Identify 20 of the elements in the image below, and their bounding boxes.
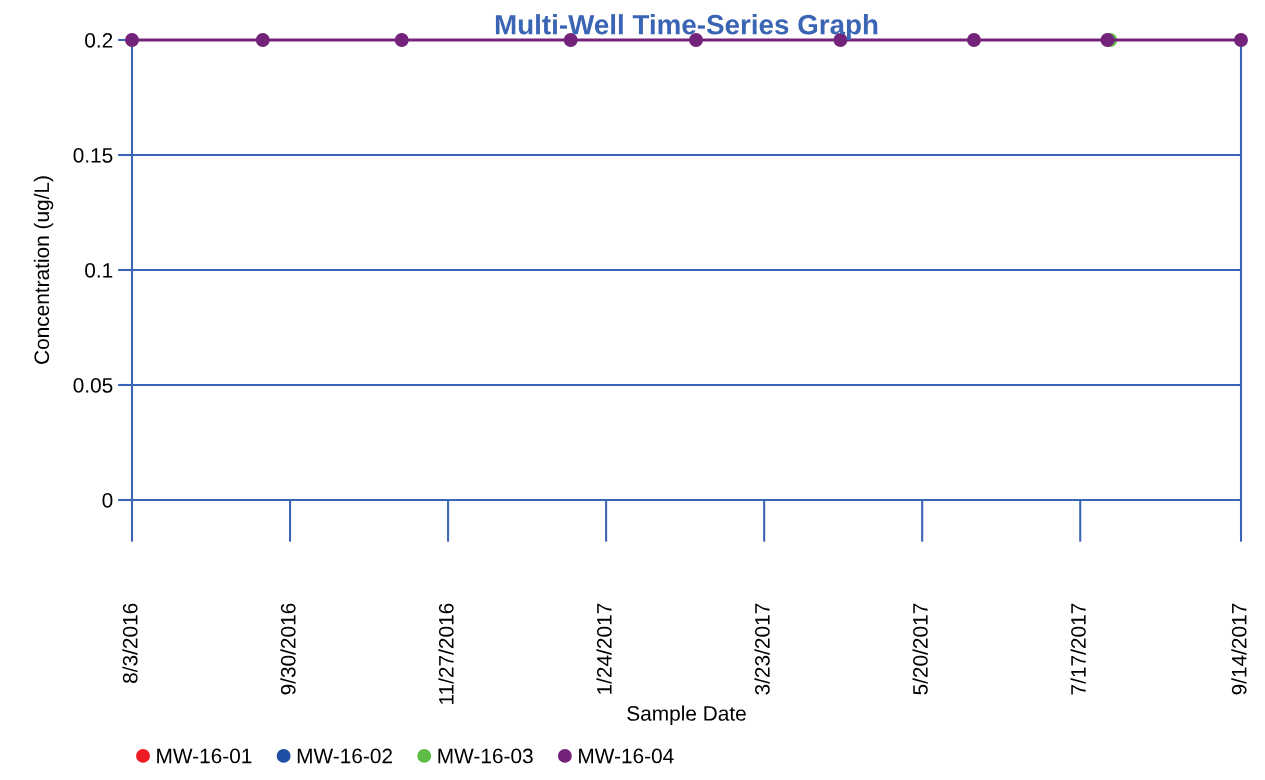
y-tick-label: 0.15 bbox=[73, 148, 113, 163]
x-tick-label: 1/24/2017 bbox=[596, 603, 612, 694]
y-tick-label: 0.05 bbox=[73, 378, 113, 393]
legend-label: MW-16-02 bbox=[297, 748, 392, 764]
y-tick-label: 0.1 bbox=[85, 263, 113, 278]
x-tick-label: 9/14/2017 bbox=[1231, 603, 1247, 695]
y-tick-label: 0.2 bbox=[85, 33, 113, 48]
y-axis-title: Concentration (ug/L) bbox=[33, 176, 54, 364]
x-tick-label: 9/30/2016 bbox=[280, 603, 296, 695]
legend-label: MW-16-03 bbox=[438, 748, 533, 764]
legend-label: MW-16-04 bbox=[579, 748, 674, 764]
x-tick-label: 3/23/2017 bbox=[754, 603, 770, 695]
x-tick-label: 11/27/2016 bbox=[438, 603, 454, 704]
x-tick-label: 5/20/2017 bbox=[912, 603, 928, 695]
y-tick-label: 0 bbox=[102, 493, 113, 508]
x-tick-label: 7/17/2017 bbox=[1070, 603, 1086, 695]
legend-label: MW-16-01 bbox=[157, 748, 252, 764]
chart-title: Multi-Well Time-Series Graph bbox=[495, 14, 878, 40]
x-tick-label: 8/3/2016 bbox=[122, 603, 138, 683]
x-axis-title: Sample Date bbox=[627, 705, 746, 725]
